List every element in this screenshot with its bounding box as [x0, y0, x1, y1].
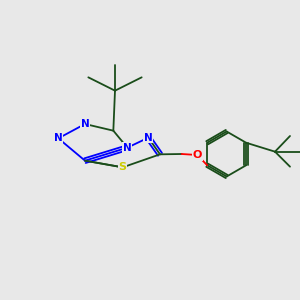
Text: N: N	[54, 133, 63, 143]
Text: N: N	[144, 133, 153, 143]
Text: N: N	[81, 119, 89, 129]
Text: S: S	[119, 162, 127, 172]
Text: N: N	[123, 143, 132, 153]
Text: O: O	[193, 150, 202, 160]
